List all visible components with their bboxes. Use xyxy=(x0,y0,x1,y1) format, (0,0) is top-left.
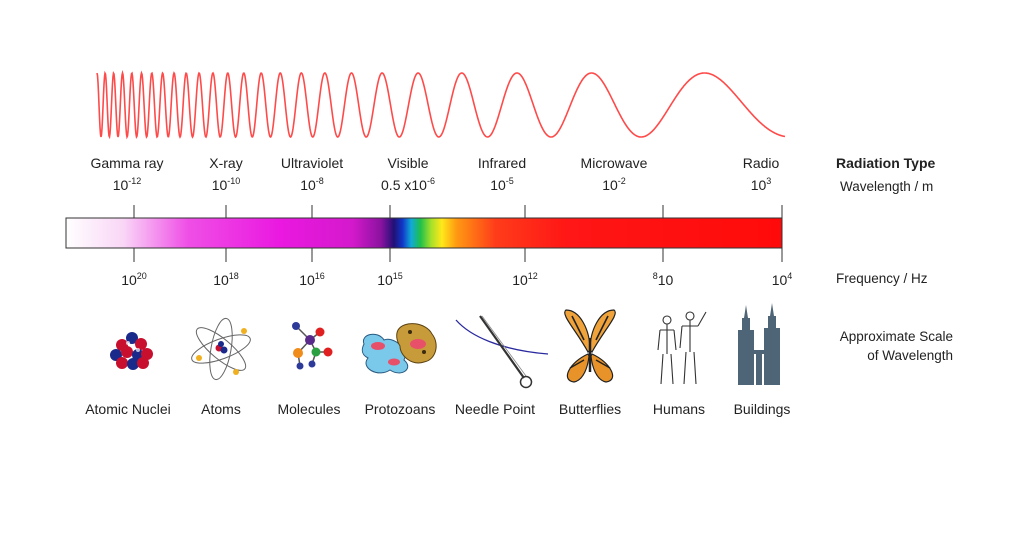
radiation-type-label: Infrared xyxy=(478,155,526,171)
scale-object-label: Needle Point xyxy=(455,401,535,417)
wavelength-value: 10-2 xyxy=(602,176,626,193)
wavelength-base: 10 xyxy=(751,177,767,193)
wavelength-exponent: -8 xyxy=(316,176,324,186)
radiation-type-label: Visible xyxy=(388,155,429,171)
frequency-exponent: 15 xyxy=(393,271,403,281)
scale-object-label: Butterflies xyxy=(559,401,621,417)
wavelength-exponent: 3 xyxy=(766,176,771,186)
frequency-exponent: 4 xyxy=(787,271,792,281)
frequency-value: 1016 xyxy=(299,271,325,288)
frequency-exponent: 8 xyxy=(653,271,658,281)
frequency-base: 10 xyxy=(299,272,315,288)
frequency-value: 1015 xyxy=(377,271,403,288)
wavelength-exponent: -5 xyxy=(506,176,514,186)
humans-icon xyxy=(657,311,707,385)
spectrum-bar xyxy=(65,217,783,249)
frequency-base: 10 xyxy=(658,272,674,288)
scale-object-label: Molecules xyxy=(277,401,340,417)
scale-object-label: Humans xyxy=(653,401,705,417)
wavelength-base: 0.5 x10 xyxy=(381,177,427,193)
frequency-base: 10 xyxy=(377,272,393,288)
atom-icon xyxy=(191,317,251,381)
frequency-exponent: 12 xyxy=(528,271,538,281)
scale-label-line1: Approximate Scale xyxy=(840,329,953,344)
frequency-base: 10 xyxy=(772,272,788,288)
radiation-type-label: Gamma ray xyxy=(90,155,163,171)
wavelength-exponent: -6 xyxy=(427,176,435,186)
radiation-type-label: X-ray xyxy=(209,155,242,171)
radiation-type-label: Ultraviolet xyxy=(281,155,343,171)
needle-icon xyxy=(455,315,549,389)
frequency-exponent: 16 xyxy=(315,271,325,281)
frequency-base: 10 xyxy=(121,272,137,288)
frequency-value: 1020 xyxy=(121,271,147,288)
scale-object-label: Atoms xyxy=(201,401,241,417)
frequency-exponent: 18 xyxy=(229,271,239,281)
wavelength-exponent: -2 xyxy=(618,176,626,186)
wavelength-unit-label: Wavelength / m xyxy=(840,179,933,194)
frequency-value: 1018 xyxy=(213,271,239,288)
wavelength-value: 0.5 x10-6 xyxy=(381,176,435,193)
radiation-type-heading: Radiation Type xyxy=(836,155,936,171)
frequency-exponent: 20 xyxy=(137,271,147,281)
sine-wave xyxy=(96,69,786,140)
wavelength-base: 10 xyxy=(490,177,506,193)
wavelength-value: 10-10 xyxy=(212,176,241,193)
atomic-nuclei-icon xyxy=(110,332,153,370)
wavelength-base: 10 xyxy=(113,177,129,193)
wavelength-exponent: -12 xyxy=(128,176,141,186)
wavelength-value: 10-12 xyxy=(113,176,142,193)
wavelength-value: 10-8 xyxy=(300,176,324,193)
frequency-value: 104 xyxy=(772,271,793,288)
frequency-unit-label: Frequency / Hz xyxy=(836,271,928,286)
frequency-base: 10 xyxy=(213,272,229,288)
frequency-value: 810 xyxy=(653,271,674,288)
scale-object-label: Protozoans xyxy=(365,401,436,417)
scale-object-label: Buildings xyxy=(734,401,791,417)
scale-label-line2: of Wavelength xyxy=(867,348,953,363)
radiation-type-label: Radio xyxy=(743,155,780,171)
scale-object-label: Atomic Nuclei xyxy=(85,401,171,417)
protozoan-icon xyxy=(361,323,437,374)
molecule-icon xyxy=(292,322,333,370)
wavelength-value: 10-5 xyxy=(490,176,514,193)
buildings-icon xyxy=(738,303,780,385)
wavelength-base: 10 xyxy=(602,177,618,193)
frequency-value: 1012 xyxy=(512,271,538,288)
wavelength-base: 10 xyxy=(300,177,316,193)
butterfly-icon xyxy=(564,309,616,383)
frequency-base: 10 xyxy=(512,272,528,288)
wavelength-base: 10 xyxy=(212,177,228,193)
wavelength-exponent: -10 xyxy=(227,176,240,186)
radiation-type-label: Microwave xyxy=(581,155,648,171)
wavelength-value: 103 xyxy=(751,176,772,193)
